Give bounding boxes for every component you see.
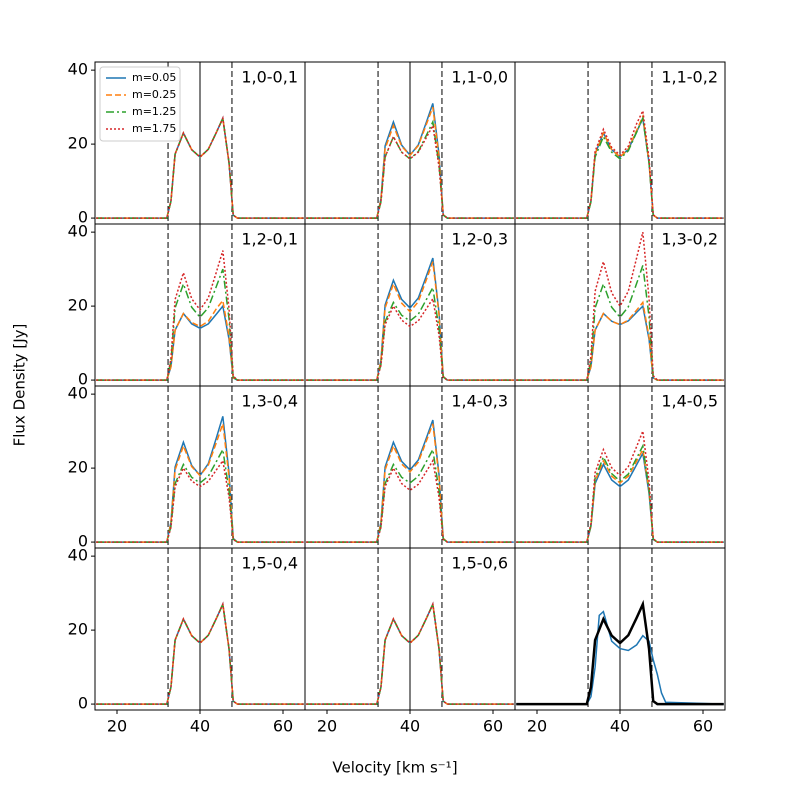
y-tick-label: 40 xyxy=(68,384,88,403)
panel-title: 1,3-0,2 xyxy=(661,230,718,249)
legend-label: m=0.25 xyxy=(132,88,176,101)
legend-box xyxy=(99,66,181,142)
panel-title: 1,4-0,5 xyxy=(661,392,718,411)
series-line xyxy=(516,108,724,219)
series-line xyxy=(96,447,304,543)
panel-title: 1,5-0,4 xyxy=(241,554,298,573)
legend-label: m=0.05 xyxy=(132,71,176,84)
series-line xyxy=(96,458,304,543)
legend-label: m=1.75 xyxy=(132,122,176,135)
panel-title: 1,0-0,1 xyxy=(241,68,298,87)
x-tick-label: 40 xyxy=(190,717,210,736)
series-line xyxy=(516,610,724,705)
y-tick-label: 0 xyxy=(78,370,88,389)
series-line xyxy=(96,601,304,705)
y-tick-label: 20 xyxy=(68,620,88,639)
panel-title: 1,3-0,4 xyxy=(241,392,298,411)
y-tick-label: 0 xyxy=(78,532,88,551)
panel-title: 1,2-0,3 xyxy=(451,230,508,249)
series-line xyxy=(306,458,514,543)
x-axis-label: Velocity [km s⁻¹] xyxy=(332,759,457,777)
x-tick-label: 60 xyxy=(273,717,293,736)
series-line xyxy=(516,430,724,543)
panel-title: 1,5-0,6 xyxy=(451,554,508,573)
panel-title: 1,1-0,0 xyxy=(451,68,508,87)
panel-frame xyxy=(514,547,726,711)
x-tick-label: 40 xyxy=(400,717,420,736)
x-tick-label: 40 xyxy=(610,717,630,736)
series-line xyxy=(516,447,724,543)
series-line xyxy=(96,298,304,381)
panel-title: 1,1-0,2 xyxy=(661,68,718,87)
series-line xyxy=(306,123,514,219)
y-tick-label: 20 xyxy=(68,458,88,477)
legend-label: m=1.25 xyxy=(132,105,176,118)
series-line xyxy=(516,443,724,543)
y-tick-label: 40 xyxy=(68,546,88,565)
y-tick-label: 20 xyxy=(68,296,88,315)
series-line xyxy=(516,599,724,706)
series-line xyxy=(96,115,304,219)
y-tick-label: 40 xyxy=(68,60,88,79)
series-line xyxy=(516,115,724,219)
x-tick-label: 20 xyxy=(317,717,337,736)
y-tick-label: 20 xyxy=(68,134,88,153)
y-axis-label: Flux Density [Jy] xyxy=(11,324,29,447)
x-tick-label: 60 xyxy=(483,717,503,736)
x-tick-label: 20 xyxy=(527,717,547,736)
series-line xyxy=(516,231,724,381)
series-line xyxy=(516,265,724,381)
y-tick-label: 40 xyxy=(68,222,88,241)
series-line xyxy=(516,113,724,219)
series-line xyxy=(306,601,514,705)
x-tick-label: 20 xyxy=(107,717,127,736)
y-tick-label: 0 xyxy=(78,208,88,227)
panel-title: 1,2-0,1 xyxy=(241,230,298,249)
y-tick-label: 0 xyxy=(78,694,88,713)
series-line xyxy=(306,296,514,381)
panel-title: 1,4-0,3 xyxy=(451,392,508,411)
x-tick-label: 60 xyxy=(693,717,713,736)
